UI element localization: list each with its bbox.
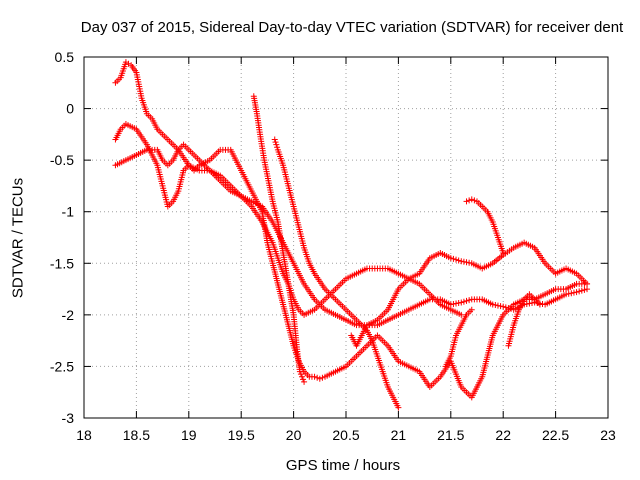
y-tick-label: -2 [62,307,75,323]
data-point [301,378,308,385]
data-point [500,249,507,256]
data-point [492,302,499,309]
x-tick-label: 21.5 [437,427,464,443]
data-point [447,301,454,308]
data-point [489,301,496,308]
data-point [529,299,536,306]
data-point [494,302,501,309]
data-point [460,298,467,305]
data-point [563,291,570,298]
x-tick-label: 19.5 [228,427,255,443]
data-point [539,301,546,308]
data-point [584,286,591,293]
data-point [314,374,321,381]
series-track-4 [250,93,308,385]
data-point [466,259,473,266]
data-point [573,289,580,296]
series-track-1 [112,59,591,318]
data-point [450,301,457,308]
data-point [463,297,470,304]
data-point [502,304,509,311]
data-point [271,136,278,143]
data-point [274,144,281,151]
data-point [455,257,462,264]
data-point [300,376,307,383]
series-track-2 [112,121,591,401]
series-track-9 [505,291,543,349]
data-point [497,303,504,310]
data-point [568,290,575,297]
data-point [273,141,280,148]
data-point [458,258,465,265]
data-point [536,301,543,308]
x-tick-label: 23 [600,427,616,443]
y-tick-label: -1.5 [50,255,74,271]
data-point [505,305,512,312]
data-point [453,300,460,307]
data-point [581,286,588,293]
data-point [272,139,279,146]
data-point [316,375,323,382]
data-point [570,289,577,296]
data-point [471,197,478,204]
plot-frame [83,56,609,419]
data-point [526,300,533,307]
x-tick-label: 22 [495,427,511,443]
data-point [458,299,465,306]
data-point [458,311,465,318]
x-tick-label: 18.5 [123,427,150,443]
data-point [455,299,462,306]
data-point [319,374,326,381]
data-point [460,258,467,265]
data-point [576,288,583,295]
x-tick-label: 22.5 [542,427,569,443]
data-point [466,197,473,204]
x-tick-label: 20.5 [332,427,359,443]
data-point [298,373,305,380]
data-point [311,373,318,380]
y-tick-label: 0.5 [55,49,75,65]
data-point [125,60,132,67]
data-point [395,404,402,411]
series-track-8 [442,306,475,370]
data-point [463,259,470,266]
x-tick-label: 20 [286,427,302,443]
data-point [297,371,304,378]
data-point [565,290,572,297]
series-track-3 [112,141,591,329]
data-point [453,256,460,263]
data-point [468,196,475,203]
data-point [463,198,470,205]
series-track-7 [348,275,465,349]
data-point [584,280,591,287]
series-track-6 [463,196,507,256]
data-point [500,303,507,310]
x-tick-label: 19 [181,427,197,443]
y-tick-label: -2.5 [50,358,74,374]
data-points-layer [112,59,591,411]
data-point [466,297,473,304]
data-point [468,306,475,313]
tick-layer: 18 18.5 19 19.5 20 20.5 21 21.5 22 22.5 23 0.5 0 -0.5… [50,49,616,443]
x-tick-label: 18 [76,427,92,443]
data-point [447,255,454,262]
data-point [523,301,530,308]
y-tick-label: -3 [62,410,75,426]
chart-title: Day 037 of 2015, Sidereal Day-to-day VTE… [80,19,624,36]
y-tick-label: 0 [66,101,74,117]
x-axis-label: GPS time / hours [285,457,401,474]
x-tick-label: 21 [391,427,407,443]
data-point [296,368,303,375]
data-point [578,287,585,294]
data-point [450,255,457,262]
y-tick-label: -1 [62,204,75,220]
series-track-5 [271,136,402,411]
y-tick-label: -0.5 [50,152,74,168]
